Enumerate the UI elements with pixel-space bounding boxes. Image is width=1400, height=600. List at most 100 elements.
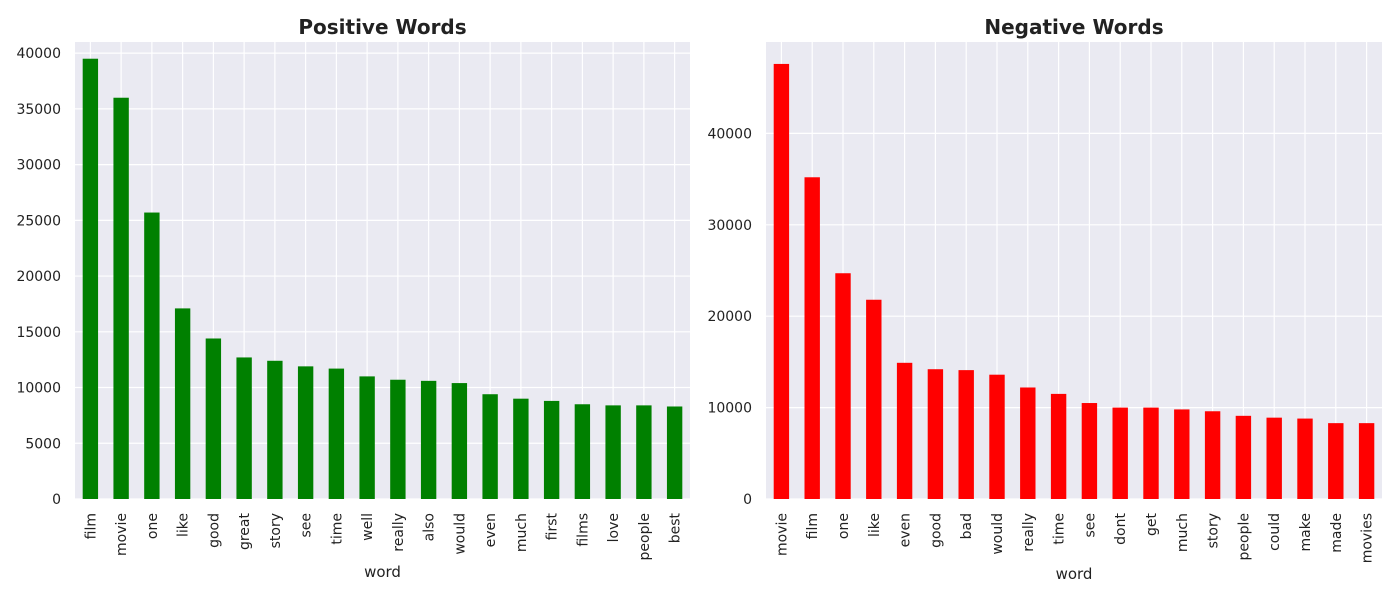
chart1-y-tick-label: 35000 [16,102,61,118]
chart1-x-tick-label: people [637,513,653,560]
chart1-x-tick-label: films [575,513,591,547]
chart2-bar-make [1297,418,1313,499]
chart2-bar-dont [1112,407,1128,499]
chart2-bar-film [804,177,820,499]
chart1-bar-see [297,366,314,499]
chart1-bar-well [359,376,375,499]
chart1-bar-one [144,212,160,500]
chart2-y-tick-label: 10000 [707,401,752,417]
chart2-plot-background [766,42,1382,499]
chart2-title: Negative Words [984,15,1163,39]
chart1-y-tick-label: 10000 [16,381,61,397]
chart1-y-tick-label: 25000 [16,213,61,229]
chart1-x-tick-label: see [299,513,315,538]
chart2-x-tick-label: see [1082,513,1098,538]
chart1-x-tick-label: story [268,513,284,548]
chart2-x-axis-label: word [1056,565,1093,583]
chart1-x-tick-label: film [83,513,99,539]
chart2-x-tick-label: would [990,513,1006,555]
chart2-x-tick-label: made [1329,513,1345,553]
chart2-x-tick-label: time [1052,513,1068,545]
chart1-bar-good [205,338,222,499]
chart1-bar-best [666,406,683,499]
chart2-x-tick-label: movies [1360,513,1376,563]
chart1-bar-would [451,383,468,499]
chart1-bar-films [574,404,591,499]
chart1-bar-movie [113,97,129,500]
chart1-bar-time [328,368,345,499]
chart1-x-tick-label: good [206,513,222,548]
chart2-x-tick-label: good [928,513,944,548]
chart1-x-tick-label: would [452,513,468,555]
chart1-x-tick-label: also [422,513,438,541]
chart2-bar-movie [773,63,790,499]
chart2-bar-like [866,299,882,499]
chart1-bar-really [390,379,406,499]
chart2-x-tick-label: make [1298,513,1314,551]
chart2-x-tick-label: much [1175,513,1191,552]
chart2-bar-bad [958,370,974,499]
chart1-x-tick-label: first [545,512,561,540]
chart1-x-tick-label: much [514,513,530,552]
chart1-y-tick-label: 15000 [16,325,61,341]
chart2-bar-even [896,362,913,499]
chart1-x-axis-label: word [364,563,401,581]
chart1-x-tick-label: great [237,513,253,551]
chart2-x-tick-label: even [898,513,914,547]
chart1-plot-background [75,42,690,499]
chart2-x-tick-label: really [1021,513,1037,552]
chart1-x-tick-label: one [145,513,161,539]
chart2-bar-made [1328,423,1344,499]
chart1-x-tick-label: time [329,513,345,545]
chart2-x-tick-label: film [805,513,821,539]
chart2-bar-would [989,374,1005,499]
chart2-x-tick-label: bad [959,513,975,539]
chart2-bar-see [1081,403,1098,499]
chart1-x-tick-label: best [668,513,684,544]
chart1-x-tick-label: well [360,513,376,541]
chart2-y-tick-label: 40000 [707,126,752,142]
chart2-bar-get [1143,407,1159,499]
chart1-y-tick-label: 30000 [16,158,61,174]
chart2-x-tick-label: movie [774,513,790,556]
chart1-x-tick-label: like [176,513,192,537]
chart2-x-tick-label: dont [1113,513,1129,545]
chart1-bar-even [482,394,498,499]
chart1-bar-film [82,58,99,499]
chart2-x-tick-label: like [867,513,883,537]
chart2-bar-could [1266,417,1282,499]
chart2-x-tick-label: get [1144,513,1160,537]
chart1-x-tick-label: movie [114,513,130,556]
chart1-y-tick-label: 5000 [25,436,61,452]
chart2-bar-really [1020,387,1036,499]
chart2-y-tick-label: 0 [743,492,752,508]
chart2-y-tick-label: 20000 [707,309,752,325]
chart2-bar-much [1174,409,1190,499]
chart1-bar-people [636,405,652,499]
chart1-y-tick-label: 20000 [16,269,61,285]
chart1-x-tick-label: love [606,513,622,542]
chart1-y-tick-label: 40000 [16,46,61,62]
chart1-x-tick-label: even [483,513,499,547]
chart2-bar-movies [1358,423,1375,499]
chart2-x-tick-label: people [1236,513,1252,560]
chart1-bar-first [543,400,560,499]
chart2-x-tick-label: story [1206,513,1222,548]
chart1-bar-love [605,405,621,499]
chart1-title: Positive Words [298,15,466,39]
chart1-bar-much [513,398,529,499]
chart1-y-tick-label: 0 [52,492,61,508]
chart1-bar-like [174,308,191,499]
chart1-x-tick-label: really [391,513,407,552]
chart1-bar-also [420,380,437,499]
chart2-x-tick-label: one [836,513,852,539]
chart2-bar-good [927,369,944,499]
chart1-bar-story [267,360,283,499]
chart2-bar-one [835,273,851,499]
chart2-y-tick-label: 30000 [707,218,752,234]
chart2-bar-people [1235,415,1252,499]
chart2-bar-story [1204,411,1221,499]
chart2-x-tick-label: could [1267,513,1283,551]
